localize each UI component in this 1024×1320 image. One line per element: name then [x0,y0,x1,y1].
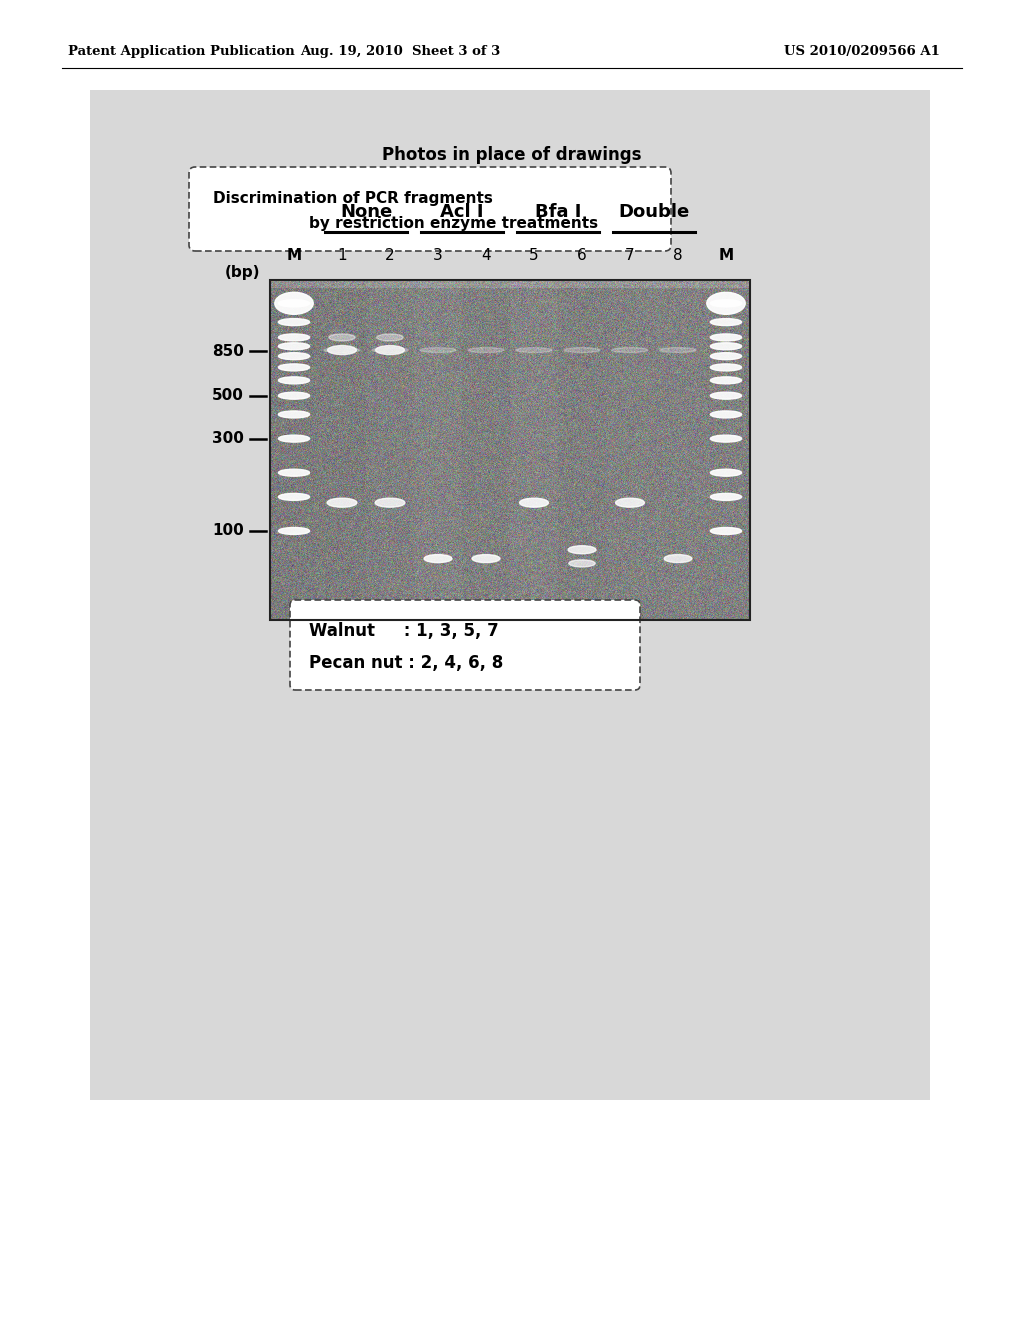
Text: Bfa I: Bfa I [535,203,582,220]
FancyBboxPatch shape [189,168,671,251]
Ellipse shape [279,300,309,306]
Ellipse shape [424,554,452,562]
Text: 2: 2 [385,248,395,264]
Ellipse shape [329,334,355,341]
Ellipse shape [279,334,309,341]
Text: US 2010/0209566 A1: US 2010/0209566 A1 [784,45,940,58]
Ellipse shape [711,469,741,477]
Ellipse shape [711,392,741,399]
Ellipse shape [279,436,309,442]
Ellipse shape [472,554,500,562]
Ellipse shape [279,411,309,418]
Ellipse shape [420,347,456,352]
Ellipse shape [279,352,309,359]
Text: by restriction enzyme treatments: by restriction enzyme treatments [309,216,598,231]
Ellipse shape [279,343,309,350]
Bar [90,90,930,1100]
Text: 3: 3 [433,248,442,264]
Text: 300: 300 [212,432,244,446]
Ellipse shape [376,346,404,355]
Ellipse shape [324,347,360,352]
Ellipse shape [279,376,309,384]
Text: 1: 1 [337,248,347,264]
Text: Acl I: Acl I [440,203,483,220]
Ellipse shape [707,292,745,314]
Ellipse shape [274,292,313,314]
Ellipse shape [564,347,600,352]
Text: Walnut     : 1, 3, 5, 7: Walnut : 1, 3, 5, 7 [309,622,499,640]
Ellipse shape [711,318,741,326]
Text: (bp): (bp) [224,264,260,280]
Text: 500: 500 [212,388,244,403]
Ellipse shape [711,411,741,418]
Text: Aug. 19, 2010  Sheet 3 of 3: Aug. 19, 2010 Sheet 3 of 3 [300,45,500,58]
Ellipse shape [612,347,648,352]
Ellipse shape [711,376,741,384]
Ellipse shape [328,346,356,355]
Ellipse shape [375,498,404,507]
Bar [270,280,750,620]
Ellipse shape [516,347,552,352]
Ellipse shape [279,469,309,477]
Ellipse shape [665,554,692,562]
Text: Discrimination of PCR fragments: Discrimination of PCR fragments [213,190,493,206]
Text: 4: 4 [481,248,490,264]
Ellipse shape [711,436,741,442]
Text: 6: 6 [578,248,587,264]
Ellipse shape [615,498,644,507]
Text: M: M [719,248,733,264]
Text: M: M [287,248,301,264]
Ellipse shape [711,343,741,350]
Ellipse shape [568,545,596,553]
Ellipse shape [279,364,309,371]
Text: 100: 100 [212,524,244,539]
Ellipse shape [279,494,309,500]
Ellipse shape [711,300,741,306]
Ellipse shape [711,494,741,500]
Text: Double: Double [618,203,689,220]
Ellipse shape [279,392,309,399]
Ellipse shape [377,334,403,341]
Ellipse shape [711,364,741,371]
Ellipse shape [327,498,357,507]
Ellipse shape [372,347,408,352]
Text: Patent Application Publication: Patent Application Publication [68,45,295,58]
Text: 850: 850 [212,343,244,359]
Ellipse shape [711,334,741,341]
Ellipse shape [468,347,504,352]
Text: 8: 8 [673,248,683,264]
Ellipse shape [279,528,309,535]
Text: Pecan nut : 2, 4, 6, 8: Pecan nut : 2, 4, 6, 8 [309,653,503,672]
Text: None: None [340,203,392,220]
Ellipse shape [711,352,741,359]
Ellipse shape [568,560,595,566]
FancyBboxPatch shape [290,601,640,690]
Ellipse shape [519,498,549,507]
Text: 7: 7 [626,248,635,264]
Ellipse shape [711,528,741,535]
Ellipse shape [279,318,309,326]
Ellipse shape [660,347,696,352]
Text: Photos in place of drawings: Photos in place of drawings [382,147,642,164]
Text: 5: 5 [529,248,539,264]
